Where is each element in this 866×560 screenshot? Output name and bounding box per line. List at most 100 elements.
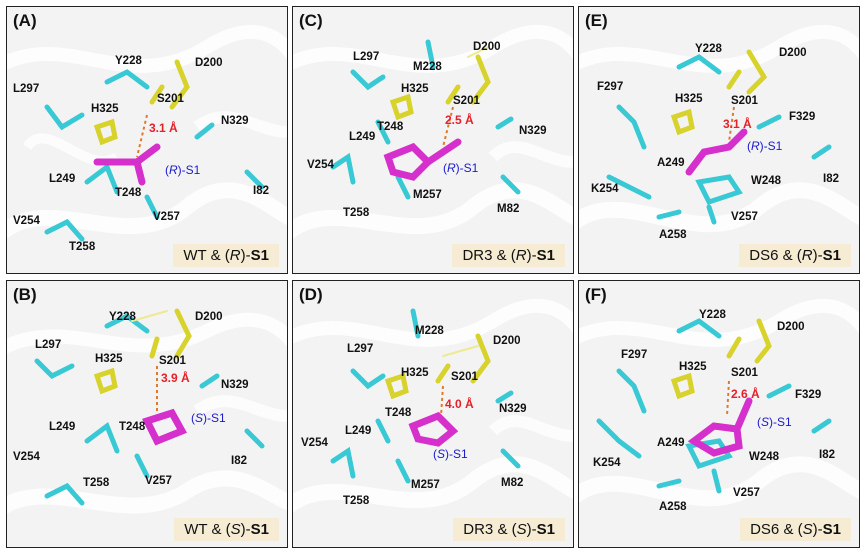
protein-residue-sticks	[330, 308, 521, 484]
residue-label: L297	[13, 83, 40, 95]
variant: DS6	[749, 247, 779, 264]
distance-label: 3.1 Å	[723, 117, 752, 131]
panel-caption: DR3 & (R)-S1	[452, 244, 565, 267]
enantiomer: S	[230, 521, 241, 538]
residue-label: S201	[451, 371, 478, 383]
panel-caption: WT & (R)-S1	[173, 244, 279, 267]
residue-label: H325	[675, 93, 703, 105]
residue-label: S201	[159, 355, 186, 367]
ligand-name: S1	[211, 411, 226, 425]
ligand-name: S1	[822, 247, 841, 264]
residue-label: D200	[777, 321, 805, 333]
residue-label: A249	[657, 437, 685, 449]
enantiomer: S	[195, 411, 204, 425]
panel-f: (F) Y228 D200 F297 H325 S201 F329 A249 K…	[578, 280, 860, 548]
residue-label: Y228	[695, 43, 722, 55]
structure-render	[293, 298, 573, 514]
structure-render	[7, 24, 287, 242]
ligand-sticks	[687, 397, 753, 457]
ligand-name: S1	[536, 521, 555, 538]
panel-label: (B)	[13, 285, 37, 304]
residue-label: V254	[13, 451, 40, 463]
residue-label: S201	[731, 95, 758, 107]
variant: WT	[183, 247, 207, 264]
residue-label: L249	[345, 425, 372, 437]
residue-label: M82	[497, 203, 520, 215]
variant: DR3	[462, 247, 493, 264]
structure-render	[293, 24, 573, 240]
enantiomer: R	[801, 247, 813, 264]
ligand-name: S1	[453, 447, 468, 461]
residue-label: F329	[795, 389, 822, 401]
ligand-sticks	[408, 411, 459, 447]
distance-label: 2.5 Å	[445, 113, 474, 127]
ligand-sticks	[142, 408, 187, 446]
residue-label: T248	[119, 421, 146, 433]
residue-label: T248	[377, 121, 404, 133]
residue-label: L297	[35, 339, 62, 351]
residue-label: V257	[733, 487, 760, 499]
catalytic-residue-sticks	[670, 318, 772, 400]
protein-residue-sticks	[596, 318, 832, 494]
ligand-name: S1	[463, 161, 479, 175]
panel-label: (E)	[585, 11, 608, 30]
residue-label: I82	[819, 449, 835, 461]
residue-label: T258	[343, 207, 370, 219]
residue-label: T258	[343, 495, 370, 507]
residue-label: D200	[493, 335, 521, 347]
panel-label: (D)	[299, 285, 323, 304]
ligand-label: (R)-S1	[165, 163, 201, 177]
enantiomer: R	[447, 161, 456, 175]
catalytic-residue-sticks	[93, 59, 190, 146]
variant: WT	[184, 521, 208, 538]
residue-label: F297	[621, 349, 648, 361]
residue-label: A258	[659, 229, 687, 241]
ligand-name: S1	[777, 415, 792, 429]
residue-label: H325	[95, 353, 123, 365]
ligand-label: (S)-S1	[757, 415, 792, 429]
ligand-name: S1	[536, 247, 555, 264]
enantiomer: S	[437, 447, 446, 461]
residue-label: Y228	[115, 55, 142, 67]
catalytic-residue-sticks	[389, 46, 491, 121]
distance-label: 4.0 Å	[445, 397, 474, 411]
residue-label: K254	[591, 183, 619, 195]
catalytic-residue-sticks	[384, 333, 491, 400]
panel-label: (F)	[585, 285, 607, 304]
residue-label: Y228	[699, 309, 726, 321]
variant: DS6	[750, 521, 780, 538]
ligand-label: (S)-S1	[433, 447, 468, 461]
residue-label: S201	[731, 367, 758, 379]
distance-label: 3.9 Å	[161, 371, 190, 385]
residue-label: L249	[349, 131, 376, 143]
protein-residue-sticks	[330, 39, 521, 200]
residue-label: T248	[385, 407, 412, 419]
residue-label: I82	[231, 455, 247, 467]
ligand-name: S1	[250, 247, 269, 264]
residue-label: M228	[413, 61, 442, 73]
residue-label: V254	[301, 437, 328, 449]
catalytic-residue-sticks	[93, 308, 192, 395]
residue-label: M257	[413, 189, 442, 201]
structure-render	[579, 24, 859, 233]
panel-caption: DS6 & (S)-S1	[740, 518, 851, 541]
panel-c: (C) D200 L297 M228 H325 S201 T248 N329 L…	[292, 6, 574, 274]
residue-label: V257	[731, 211, 758, 223]
ligand-name: S1	[767, 139, 783, 153]
residue-label: A258	[659, 501, 687, 513]
protein-residue-sticks	[44, 69, 265, 242]
residue-label: H325	[401, 83, 429, 95]
residue-label: T258	[83, 477, 110, 489]
residue-label: H325	[91, 103, 119, 115]
structure-render	[7, 308, 287, 514]
residue-label: I82	[823, 173, 839, 185]
residue-label: L297	[347, 343, 374, 355]
panel-d: (D) M228 D200 L297 H325 S201 T248 N329 L…	[292, 280, 574, 548]
ligand-sticks	[383, 138, 462, 181]
residue-label: S201	[453, 95, 480, 107]
ligand-label: (R)-S1	[443, 161, 479, 175]
distance-label: 3.1 Å	[149, 121, 178, 135]
residue-label: M82	[501, 477, 524, 489]
residue-label: H325	[401, 367, 429, 379]
residue-label: I82	[253, 185, 269, 197]
